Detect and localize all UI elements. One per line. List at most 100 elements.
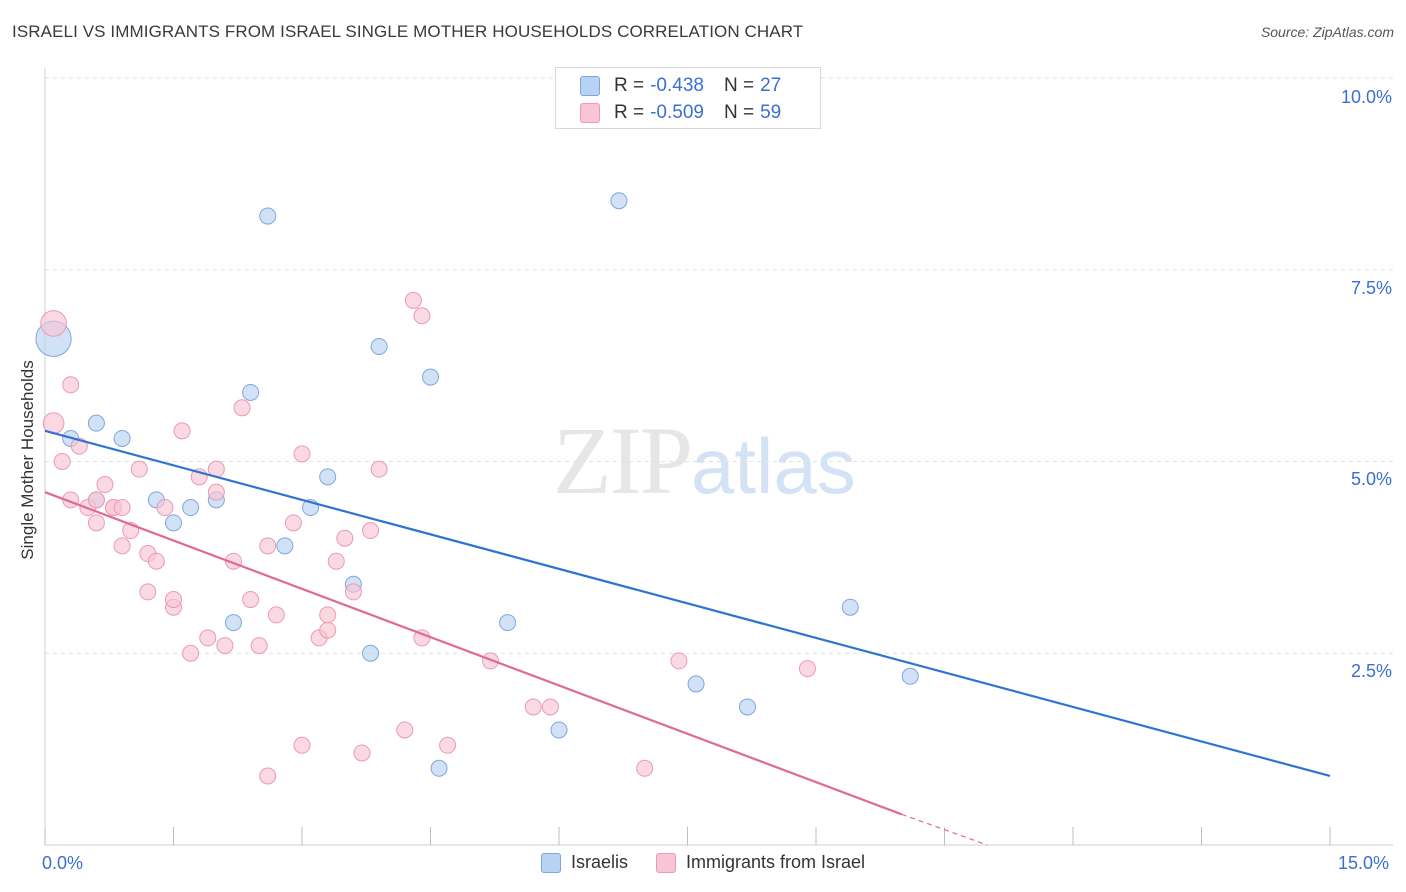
- israelis-point: [87, 414, 105, 432]
- r-label: R =: [614, 75, 645, 96]
- israelis-point: [499, 614, 517, 632]
- israelis-point: [165, 514, 182, 532]
- immigrants-point: [293, 445, 311, 463]
- israelis-legend-swatch: [540, 852, 561, 873]
- immigrants-point: [182, 644, 200, 662]
- israelis-trend-line: [44, 429, 1331, 778]
- immigrants-point: [413, 307, 431, 325]
- immigrants-point: [113, 499, 131, 517]
- israelis-point: [687, 675, 705, 693]
- immigrants-point: [165, 591, 182, 609]
- immigrants-point: [259, 767, 277, 785]
- immigrants-point: [481, 652, 499, 670]
- immigrants-point: [396, 721, 414, 739]
- immigrants-point: [62, 376, 80, 394]
- y-tick-label-5-0: 5.0%: [1350, 469, 1392, 489]
- immigrants-point: [344, 583, 362, 601]
- immigrants-point: [147, 552, 165, 570]
- israelis-point: [370, 337, 388, 355]
- immigrants-point: [139, 583, 157, 601]
- israelis-point: [319, 468, 337, 486]
- watermark-atlas: atlas: [691, 422, 856, 510]
- israelis-point: [901, 667, 919, 685]
- israelis-point: [430, 759, 448, 777]
- immigrants-point: [233, 399, 251, 417]
- immigrants-point: [207, 483, 225, 501]
- immigrants-point: [87, 514, 105, 532]
- y-tick-label-2-5: 2.5%: [1350, 661, 1392, 681]
- immigrants-point: [242, 591, 260, 609]
- immigrants-point: [319, 621, 337, 639]
- y-axis-label: Single Mother Households: [18, 360, 37, 560]
- stats-row-israelis: R = -0.438 N = 27: [580, 73, 781, 99]
- immigrants-point: [524, 698, 542, 716]
- watermark: ZIPatlas: [553, 405, 856, 516]
- immigrants-point: [199, 629, 217, 647]
- immigrants-point: [541, 698, 559, 716]
- stats-row-immigrants: R = -0.509 N = 59: [580, 100, 781, 126]
- israelis-point: [276, 537, 294, 555]
- immigrants-trend-line: [44, 491, 903, 816]
- r-value: -0.509: [650, 102, 704, 123]
- r-label: R =: [614, 102, 645, 123]
- x-tick-label-min: 0.0%: [42, 853, 84, 873]
- immigrants-point: [113, 537, 131, 555]
- legend-item-israelis[interactable]: Israelis: [540, 852, 628, 873]
- watermark-zip: ZIP: [553, 407, 693, 514]
- legend-item-immigrants[interactable]: Immigrants from Israel: [655, 852, 866, 873]
- immigrants-point: [336, 529, 354, 547]
- israelis-point: [182, 499, 200, 517]
- immigrants-point: [284, 514, 302, 532]
- israelis-point: [422, 368, 439, 386]
- series-legend: Israelis Immigrants from Israel: [0, 852, 1406, 873]
- israelis-point: [113, 429, 131, 447]
- immigrants-point: [636, 759, 654, 777]
- immigrants-point: [259, 537, 277, 555]
- immigrants-point: [156, 499, 174, 517]
- immigrants-point: [404, 291, 422, 309]
- israelis-point: [259, 207, 277, 225]
- israelis-point: [224, 614, 242, 632]
- immigrants-point: [798, 660, 816, 678]
- israelis-swatch: [580, 76, 600, 96]
- immigrants-point: [53, 453, 71, 470]
- immigrants-point: [319, 606, 337, 624]
- immigrants-point: [130, 460, 148, 478]
- immigrants-point: [96, 476, 114, 494]
- israelis-point: [610, 192, 628, 210]
- immigrants-trend-extension: [901, 813, 988, 846]
- y-tick-label-7-5: 7.5%: [1350, 278, 1392, 298]
- immigrants-point: [327, 552, 345, 570]
- n-label: N =: [723, 102, 755, 123]
- n-label: N =: [723, 75, 755, 96]
- r-value: -0.438: [650, 75, 704, 96]
- immigrants-point: [173, 422, 191, 440]
- immigrants-legend-swatch: [655, 852, 676, 873]
- immigrants-point: [670, 652, 688, 670]
- immigrants-swatch: [580, 103, 600, 123]
- n-value: 27: [760, 75, 782, 96]
- legend-label-immigrants: Immigrants from Israel: [685, 852, 866, 872]
- immigrants-point: [362, 522, 380, 540]
- x-tick-label-max: 15.0%: [1338, 853, 1390, 873]
- stats-legend: R = -0.438 N = 27 R = -0.509 N = 59: [555, 67, 821, 129]
- israelis-point: [362, 644, 380, 662]
- immigrants-point: [370, 460, 388, 478]
- israelis-point: [738, 698, 756, 716]
- immigrants-point: [87, 491, 105, 509]
- immigrants-point: [250, 637, 268, 655]
- immigrants-point: [40, 310, 67, 337]
- immigrants-point: [267, 606, 285, 624]
- chart-title: ISRAELI VS IMMIGRANTS FROM ISRAEL SINGLE…: [12, 22, 804, 41]
- immigrants-point: [216, 637, 234, 655]
- y-tick-label-10-0: 10.0%: [1340, 87, 1392, 107]
- source-label: Source: ZipAtlas.com: [1260, 24, 1394, 40]
- immigrants-point: [439, 736, 457, 754]
- immigrants-point: [293, 736, 311, 754]
- n-value: 59: [760, 102, 782, 123]
- legend-label-israelis: Israelis: [570, 852, 628, 872]
- israelis-point: [242, 383, 260, 401]
- immigrants-point: [353, 744, 371, 762]
- israelis-point: [841, 598, 859, 616]
